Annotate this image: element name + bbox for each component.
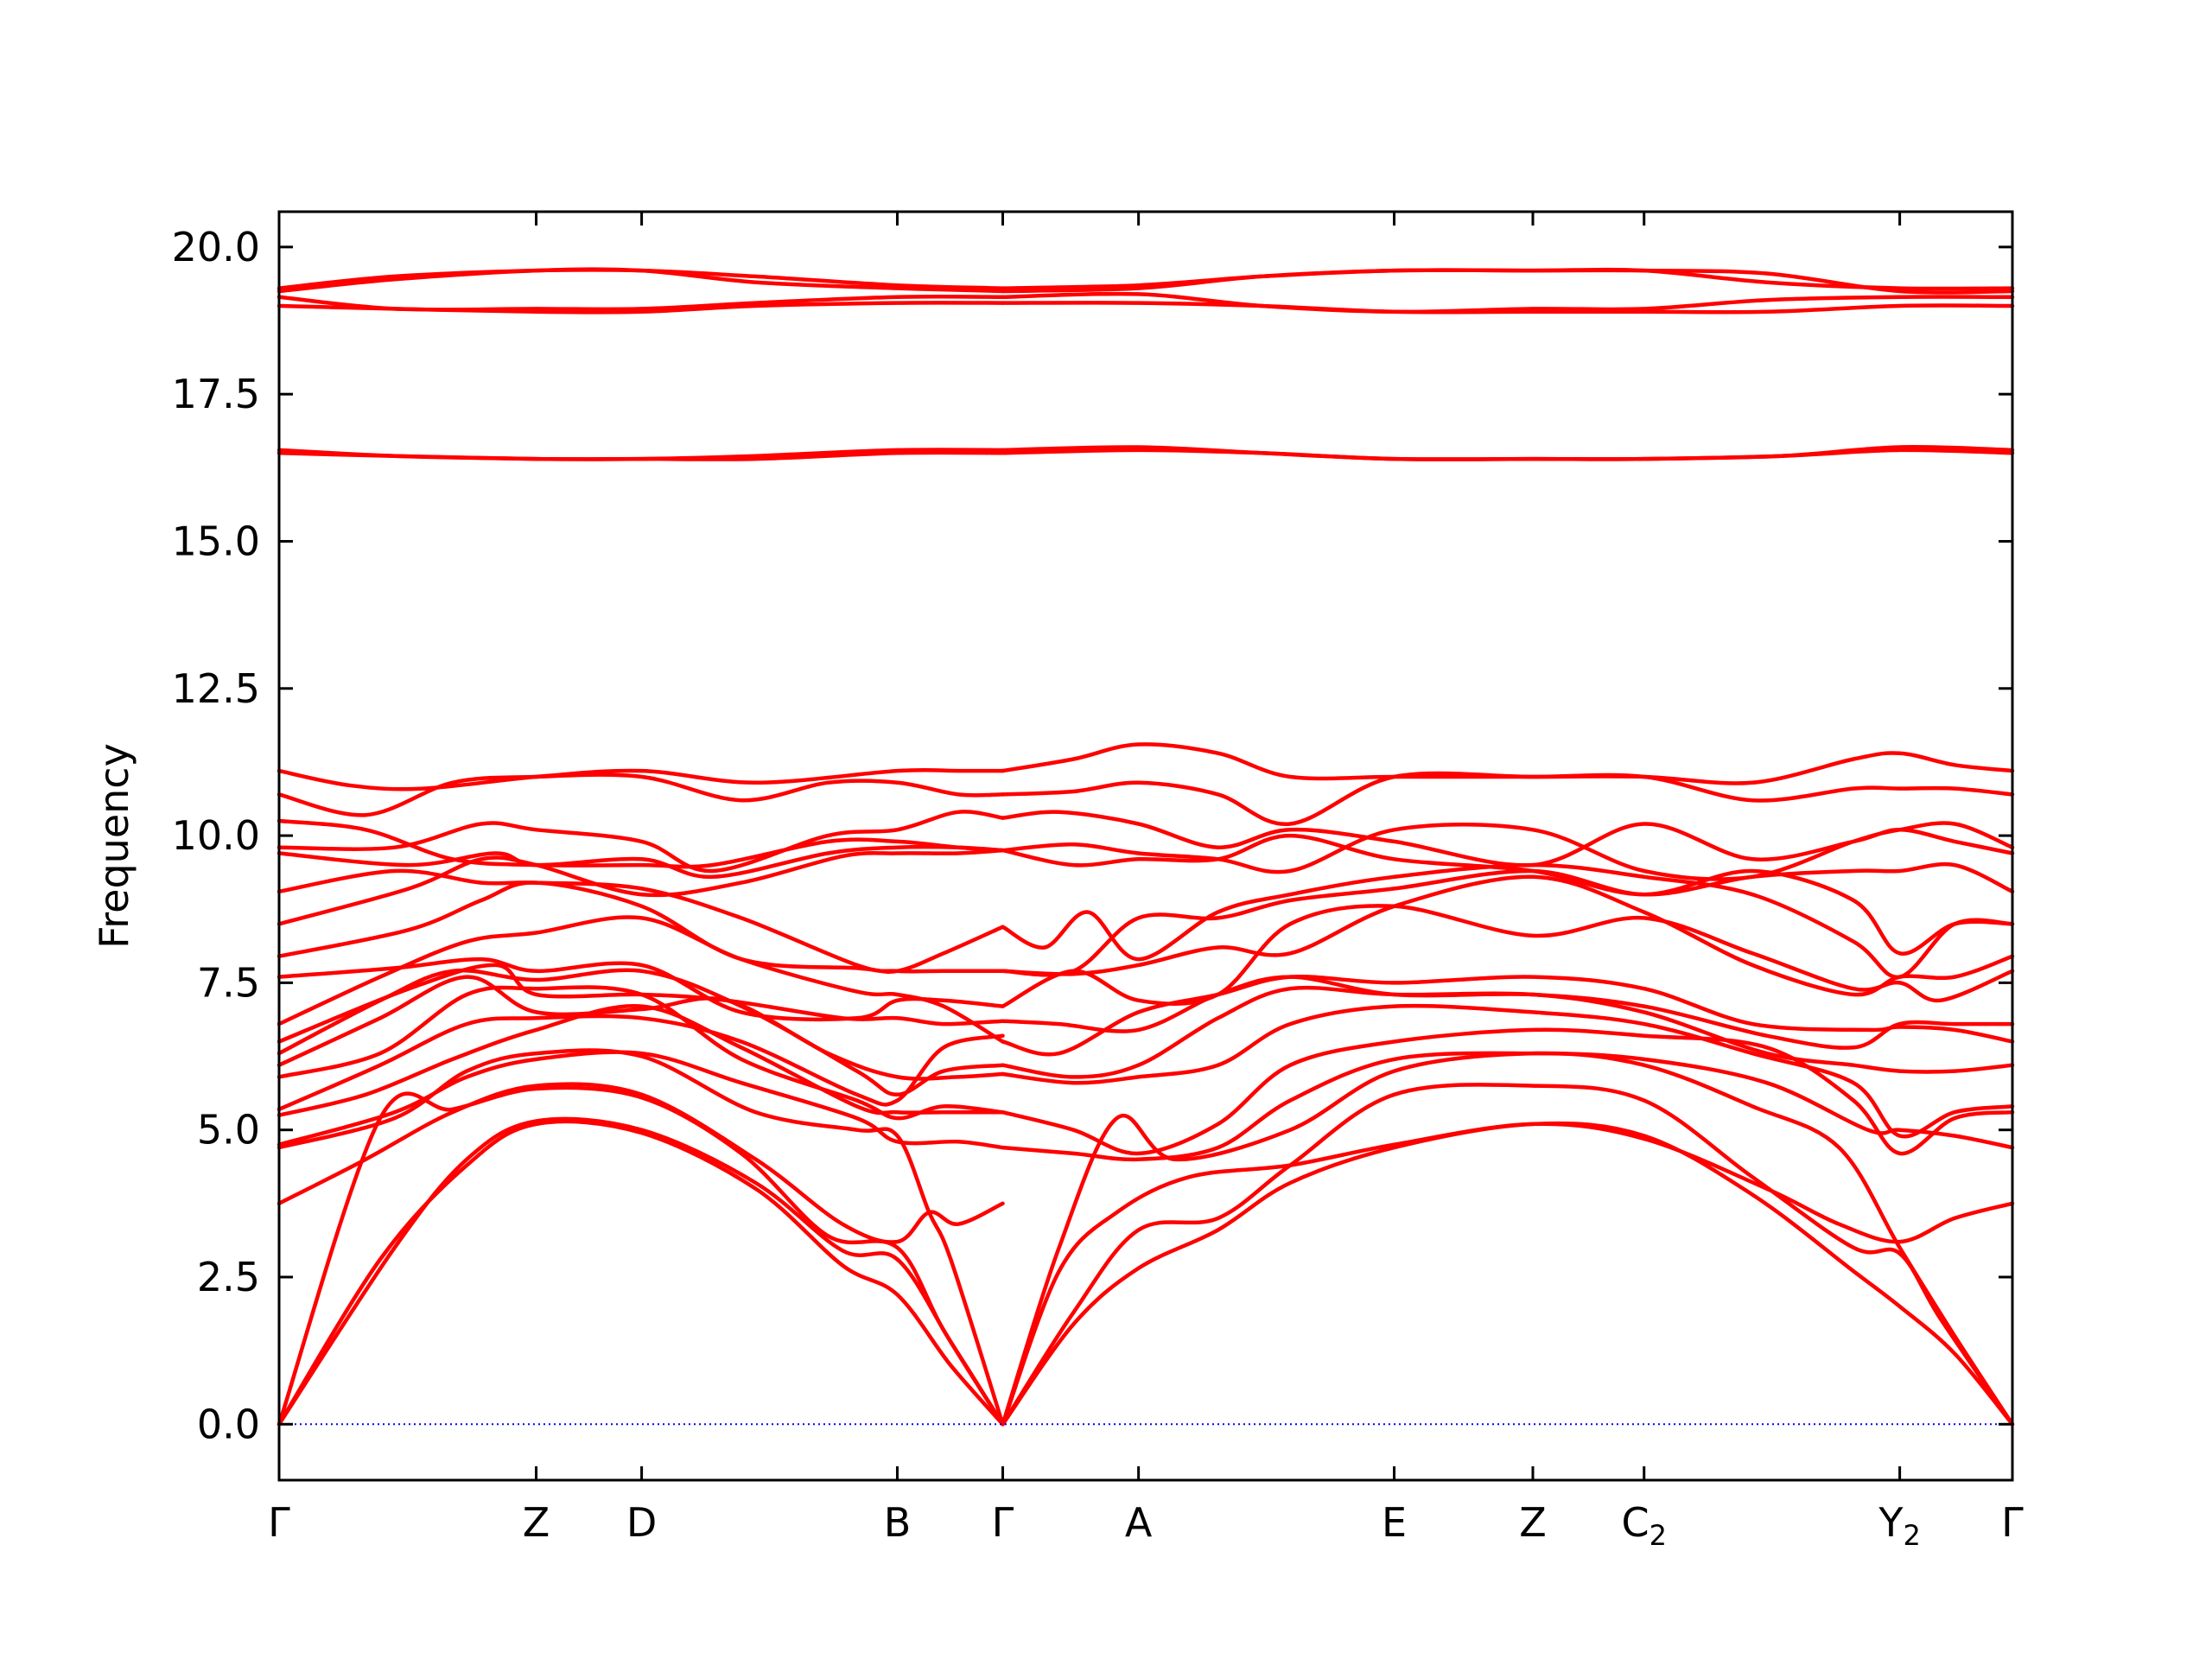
band-line-39	[1001, 874, 2015, 997]
y-tick-label: 10.0	[172, 812, 260, 859]
band-line-29	[1001, 1083, 2015, 1427]
y-tick-label: 20.0	[172, 224, 260, 270]
y-axis-label: Frequency	[91, 743, 137, 949]
band-line-51	[1001, 268, 2015, 295]
plot-frame	[277, 210, 2014, 1482]
band-line-44	[1001, 810, 2015, 868]
y-axis-ticks: 0.0 2.5 5.0 7.5 10.0 12.5 15.0 17.5 20.0	[172, 224, 2012, 1447]
x-tick-label: Z	[523, 1499, 550, 1546]
x-tick-label: Y2	[1878, 1499, 1920, 1552]
band-line-26	[276, 267, 1005, 294]
x-tick-label: B	[884, 1499, 912, 1546]
band-line-28	[1001, 1121, 2015, 1427]
x-tick-label: C2	[1621, 1499, 1666, 1552]
band-line-30	[1001, 1122, 2015, 1427]
x-tick-label: Γ	[2001, 1499, 2024, 1546]
y-tick-label: 15.0	[172, 518, 260, 564]
y-tick-label: 7.5	[197, 959, 260, 1006]
x-tick-label: Γ	[992, 1499, 1014, 1546]
band-line-21	[276, 767, 1005, 791]
x-tick-label: Γ	[268, 1499, 290, 1546]
band-lines	[276, 267, 2015, 1427]
band-line-9	[276, 975, 1005, 1081]
band-line-11	[276, 963, 1005, 1044]
band-line-42	[1001, 833, 2015, 956]
x-tick-label: Z	[1519, 1499, 1547, 1546]
y-tick-label: 17.5	[172, 371, 260, 417]
band-line-49	[1001, 301, 2015, 315]
x-tick-label: A	[1125, 1499, 1153, 1546]
band-line-5	[276, 1050, 1005, 1150]
band-line-34	[1001, 1003, 2015, 1139]
band-line-19	[276, 818, 1005, 869]
band-line-41	[1001, 862, 2015, 977]
band-line-23	[276, 448, 1005, 461]
x-tick-label: D	[626, 1499, 657, 1546]
band-line-0	[276, 1119, 1005, 1427]
band-line-27	[276, 268, 1005, 290]
x-axis-ticks: Γ Z D B Γ A E Z C2 Y2 Γ	[268, 212, 2024, 1552]
band-line-37	[1001, 975, 2015, 1050]
band-line-45	[1001, 771, 2015, 826]
band-line-14	[276, 880, 1005, 975]
band-line-7	[276, 1014, 1005, 1112]
band-line-13	[276, 957, 1005, 1022]
band-line-52	[1001, 267, 2015, 291]
band-line-20	[276, 772, 1005, 817]
y-tick-label: 0.0	[197, 1401, 260, 1447]
band-line-1	[276, 1116, 1005, 1427]
band-line-17	[276, 844, 1005, 880]
band-line-18	[276, 810, 1005, 874]
y-tick-label: 5.0	[197, 1107, 260, 1154]
x-tick-label: E	[1382, 1499, 1407, 1546]
y-tick-label: 2.5	[197, 1254, 260, 1300]
band-line-25	[276, 295, 1005, 312]
band-line-6	[276, 1003, 1005, 1117]
band-line-33	[1001, 1027, 2015, 1156]
band-line-32	[1001, 1051, 2015, 1162]
band-line-50	[1001, 291, 2015, 315]
band-line-46	[1001, 742, 2015, 785]
band-line-16	[276, 868, 1005, 974]
y-tick-label: 12.5	[172, 665, 260, 712]
band-line-48	[1001, 445, 2015, 461]
band-line-8	[276, 985, 1005, 1121]
band-line-12	[276, 915, 1005, 1044]
